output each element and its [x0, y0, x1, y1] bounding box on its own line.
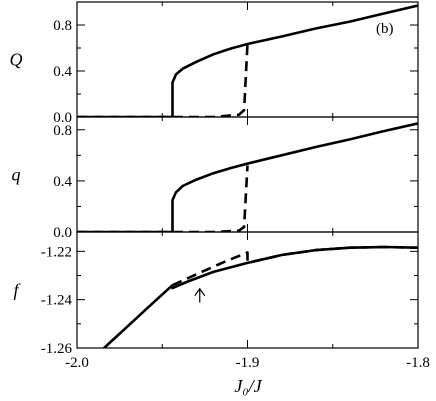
panel-Q: 0.0 0.4 0.8 Q [10, 1, 419, 126]
y-tick-label: 0.0 [53, 110, 72, 126]
x-axis-label: J₀/J [234, 376, 262, 396]
series-solid [102, 245, 418, 348]
y-tick-label: 0.8 [53, 123, 72, 139]
panel-q: 0.0 0.4 0.8 q [12, 116, 419, 241]
x-tick-label: -1.9 [236, 355, 260, 371]
series-solid [77, 4, 418, 117]
arrow-head [194, 287, 206, 297]
plot-frame [76, 1, 419, 118]
y-tick-label: -1.24 [41, 293, 73, 309]
plot-frame [76, 231, 419, 349]
series-dashed [171, 245, 418, 287]
y-axis-label: f [13, 280, 21, 300]
panel-tag: (b) [376, 21, 394, 37]
series-dashed [77, 43, 249, 117]
series-solid [77, 122, 418, 232]
y-tick-label: 0.8 [53, 18, 72, 34]
y-tick-label: 0.4 [53, 64, 72, 80]
y-tick-label: -1.26 [41, 341, 73, 357]
y-axis-label: q [12, 165, 21, 185]
x-tick-label: -1.8 [406, 355, 430, 371]
y-tick-label: -1.22 [41, 244, 72, 260]
series-dashed [77, 165, 249, 232]
y-tick-label: 0.4 [53, 174, 72, 190]
panel-f: -1.26 -1.24 -1.22 f [13, 231, 419, 357]
y-axis-label: Q [10, 50, 23, 70]
y-tick-label: 0.0 [53, 225, 72, 241]
x-tick-label: -2.0 [65, 355, 89, 371]
